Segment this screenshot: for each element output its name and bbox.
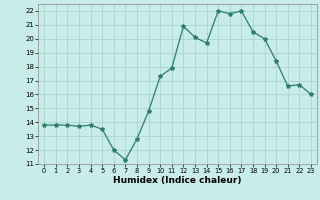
X-axis label: Humidex (Indice chaleur): Humidex (Indice chaleur) [113, 176, 242, 185]
